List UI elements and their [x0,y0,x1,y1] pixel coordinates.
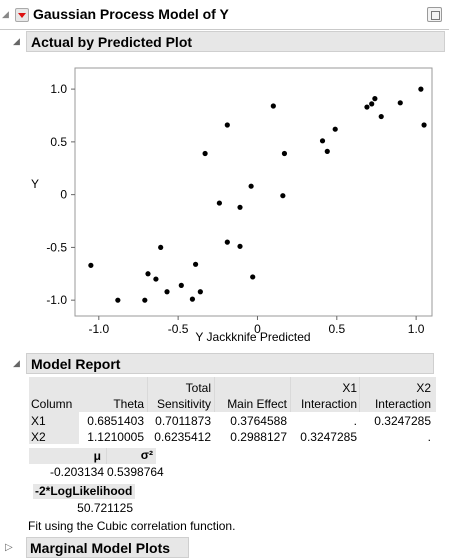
data-point[interactable] [364,104,370,110]
collapse-icon[interactable]: ◢ [2,9,9,19]
section-title: Model Report [31,356,121,372]
collapse-icon[interactable]: ◢ [13,358,20,368]
data-point[interactable] [115,297,121,303]
data-point[interactable] [224,239,230,245]
table-cell-main: 0.2988127 [230,430,287,444]
x-tick-label: 0.5 [328,322,345,336]
data-point[interactable] [237,204,243,210]
x-axis-label: Y Jackknife Predicted [195,330,310,344]
section-actual-by-predicted[interactable]: ◢ Actual by Predicted Plot [13,31,445,52]
data-point[interactable] [88,262,94,268]
report-title-bar: ◢ Gaussian Process Model of Y [0,0,449,30]
x-tick-label: -0.5 [168,322,189,336]
data-point[interactable] [418,86,424,92]
main-effect-header: Main Effect [227,397,287,411]
data-point[interactable] [332,126,338,132]
data-point[interactable] [153,276,159,282]
x-tick-label: 0 [254,322,261,336]
y-axis-label: Y [31,177,39,191]
data-point[interactable] [192,261,199,267]
table-cell-x2: 0.3247285 [374,414,431,428]
loglik-label: -2*LogLikelihood [35,484,133,498]
table-cell-column: X2 [31,430,46,444]
table-cell-main: 0.3764588 [230,414,287,428]
data-point[interactable] [378,113,384,120]
actual-by-predicted-plot: -1.0 -0.5 0 0.5 1.0 1.0 0.5 0 -0.5 -1.0 Y Jackkn… [31,67,433,344]
section-title: Actual by Predicted Plot [31,34,193,50]
table-cell-theta: 0.6851403 [87,414,144,428]
report-title: Gaussian Process Model of Y [33,6,229,22]
section-title: Marginal Model Plots [30,540,171,556]
data-point[interactable] [197,289,203,295]
total-header: Total [185,381,211,395]
data-point[interactable] [237,243,243,249]
table-cell-x2: . [427,430,431,444]
data-point[interactable] [281,150,288,157]
data-point[interactable] [324,148,330,154]
data-point[interactable] [250,274,256,280]
data-point[interactable] [189,296,196,302]
model-note: Fit using the Cubic correlation function… [28,519,236,533]
section-marginal-model-plots[interactable]: ▷ Marginal Model Plots [5,537,189,558]
y-tick-label: 0.5 [50,135,67,149]
y-tick-label: -0.5 [46,240,67,254]
y-tick-label: 0 [60,188,67,202]
data-point[interactable] [248,183,254,189]
mu-label: μ [93,449,101,463]
sigma-value: 0.5398764 [107,465,164,479]
y-tick-label: 1.0 [50,82,67,96]
data-point[interactable] [142,297,148,303]
x2-interaction-header: Interaction [374,397,431,411]
table-cell-total: 0.6235412 [154,430,211,444]
window-restore-icon[interactable] [427,7,442,22]
x2-header: X2 [416,381,431,395]
x-tick-label: -1.0 [88,322,109,336]
data-point[interactable] [164,289,170,295]
x1-interaction-header: Interaction [300,397,357,411]
sigma-label: σ² [140,448,153,462]
data-point[interactable] [319,138,326,144]
column-header: Column [31,397,73,411]
table-cell-total: 0.7011873 [155,414,211,428]
theta-header: Theta [113,397,144,411]
data-point[interactable] [397,100,403,106]
data-point[interactable] [202,150,208,157]
y-tick-label: -1.0 [46,293,67,307]
mu-sigma-header-bg [29,448,156,464]
x1-header: X1 [342,381,357,395]
table-cell-x1: 0.3247285 [300,430,357,444]
table-cell-column: X1 [31,414,46,428]
x-tick-label: 1.0 [408,322,425,336]
collapse-icon[interactable]: ◢ [13,36,20,46]
loglik-value: 50.721125 [77,501,133,515]
table-cell-theta: 1.1210005 [87,430,144,444]
mu-value: -0.203134 [49,465,104,479]
expand-icon[interactable]: ▷ [5,542,13,553]
data-point[interactable] [178,282,184,288]
data-point[interactable] [216,200,222,206]
data-point[interactable] [280,193,286,199]
sensitivity-header: Sensitivity [156,397,211,411]
data-point[interactable] [369,101,375,107]
data-point[interactable] [270,103,276,109]
data-point[interactable] [421,122,427,128]
data-point[interactable] [224,122,230,128]
section-model-report[interactable]: ◢ Model Report [13,353,434,374]
red-triangle-menu-icon[interactable] [15,8,29,22]
data-point[interactable] [145,271,151,277]
data-point[interactable] [372,96,378,102]
table-header-bg [29,377,436,412]
table-cell-x1: . [353,414,357,428]
loglik-header-bg [33,484,135,499]
column-name-cells [29,412,79,444]
data-point[interactable] [158,244,164,251]
